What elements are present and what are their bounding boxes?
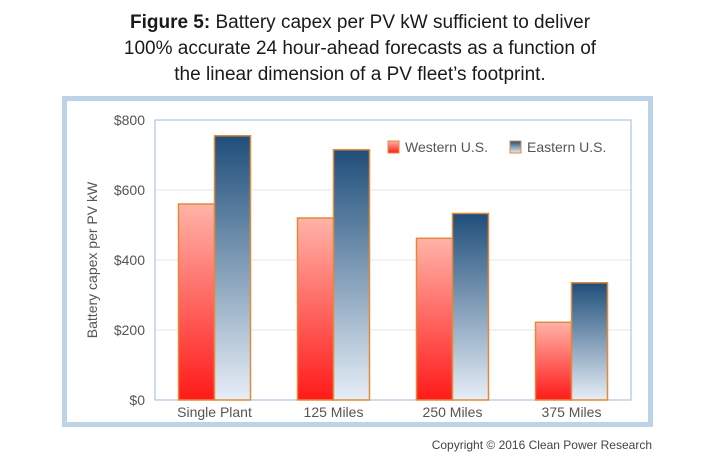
- bar-eastern: [570, 282, 609, 401]
- bar-eastern: [213, 135, 252, 401]
- y-axis: $0 $200 $400 $600 $800: [114, 112, 145, 408]
- x-tick-label: 375 Miles: [542, 404, 602, 420]
- bar-eastern: [332, 149, 371, 401]
- y-tick-label: $800: [114, 112, 145, 128]
- title-line-3: the linear dimension of a PV fleet’s foo…: [174, 64, 546, 85]
- chart-title: Figure 5: Battery capex per PV kW suffic…: [0, 10, 720, 88]
- y-tick-label: $200: [114, 322, 145, 338]
- y-tick-label: $0: [129, 392, 145, 408]
- title-line-1: Battery capex per PV kW sufficient to de…: [210, 12, 591, 33]
- legend-label: Western U.S.: [405, 139, 488, 155]
- x-tick-label: 125 Miles: [304, 404, 364, 420]
- legend-swatch: [509, 140, 522, 154]
- bar-western: [534, 321, 573, 401]
- bar-western: [296, 217, 335, 401]
- x-axis: Single Plant 125 Miles 250 Miles 375 Miles: [177, 404, 601, 420]
- title-line-2: 100% accurate 24 hour-ahead forecasts as…: [123, 38, 597, 59]
- legend: Western U.S. Eastern U.S.: [387, 139, 606, 155]
- bars: [177, 135, 609, 401]
- bar-western: [415, 237, 454, 401]
- legend-label: Eastern U.S.: [527, 139, 606, 155]
- plot-area-border: [154, 119, 632, 401]
- copyright-text: Copyright © 2016 Clean Power Research: [431, 438, 652, 452]
- bar-western: [177, 203, 216, 401]
- figure-label: Figure 5:: [129, 12, 211, 33]
- y-tick-label: $600: [114, 182, 145, 198]
- x-tick-label: Single Plant: [177, 404, 252, 420]
- legend-swatch: [387, 140, 400, 154]
- y-tick-label: $400: [114, 252, 145, 268]
- bar-eastern: [451, 212, 490, 401]
- x-tick-label: 250 Miles: [423, 404, 483, 420]
- y-axis-label: Battery capex per PV kW: [84, 181, 100, 338]
